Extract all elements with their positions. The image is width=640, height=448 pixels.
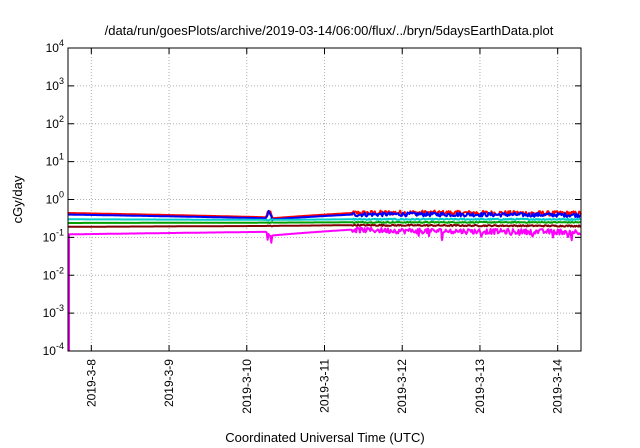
y-tick-label: 10-3 <box>43 303 64 320</box>
series-line-2 <box>67 209 582 222</box>
y-tick-label: 100 <box>46 190 64 207</box>
data-series <box>67 209 582 351</box>
y-tick-label: 103 <box>46 76 64 93</box>
x-tick-label: 2019-3-14 <box>551 359 565 414</box>
x-tick-label: 2019-3-8 <box>84 359 98 407</box>
y-axis-label: cGy/day <box>10 175 25 223</box>
x-tick-label: 2019-3-12 <box>395 359 409 414</box>
x-axis-label: Coordinated Universal Time (UTC) <box>225 430 424 445</box>
x-tick-label: 2019-3-9 <box>162 359 176 407</box>
x-tick-label: 2019-3-10 <box>240 359 254 414</box>
y-tick-label: 10-4 <box>43 341 64 358</box>
series-line-5 <box>67 223 582 228</box>
y-tick-label: 101 <box>46 152 64 169</box>
series-line-3 <box>67 217 582 222</box>
grid-lines <box>68 48 581 351</box>
series-line-4 <box>67 220 582 225</box>
y-tick-label: 102 <box>46 114 64 131</box>
y-tick-label: 10-1 <box>43 227 64 244</box>
y-tick-label: 104 <box>46 38 64 55</box>
chart-title: /data/run/goesPlots/archive/2019-03-14/0… <box>105 23 554 38</box>
series-line-6 <box>67 226 582 244</box>
y-tick-label: 10-2 <box>43 265 64 282</box>
x-tick-label: 2019-3-11 <box>318 359 332 413</box>
x-tick-label: 2019-3-13 <box>473 359 487 414</box>
